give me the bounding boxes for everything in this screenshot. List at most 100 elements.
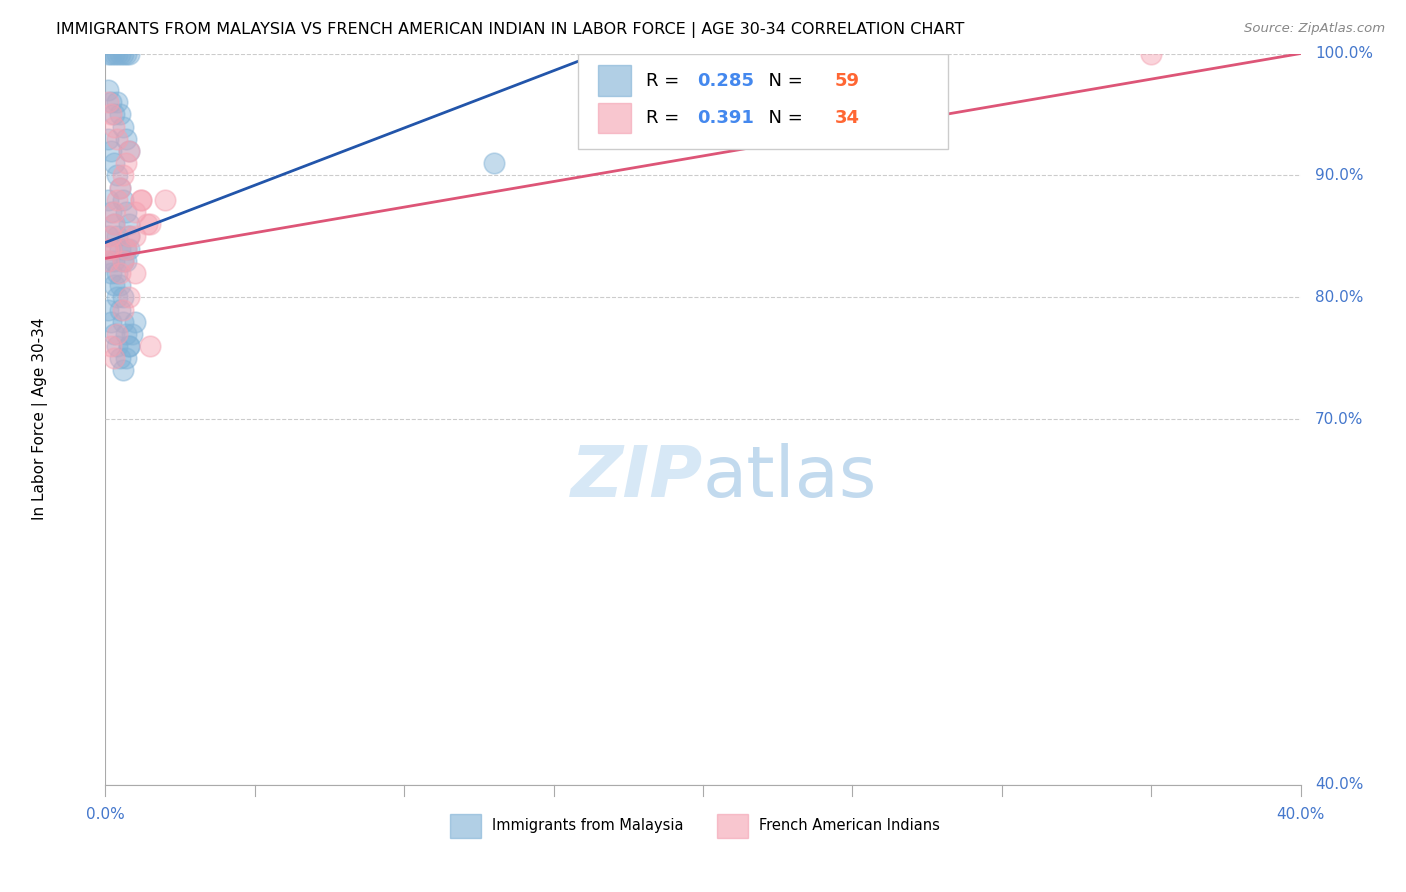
Text: R =: R =	[645, 71, 685, 89]
Point	[103, 326, 125, 341]
Point	[115, 253, 138, 268]
Point	[103, 253, 125, 268]
Point	[110, 180, 132, 194]
Point	[103, 120, 125, 134]
Point	[118, 144, 141, 158]
Point	[124, 205, 146, 219]
Point	[112, 120, 135, 134]
Point	[121, 326, 143, 341]
Point	[118, 229, 141, 244]
Point	[103, 278, 125, 293]
Text: 0.285: 0.285	[697, 71, 754, 89]
Point	[107, 229, 129, 244]
Point	[100, 242, 122, 256]
Point	[115, 351, 138, 366]
Point	[97, 95, 120, 110]
Point	[155, 193, 177, 207]
Text: 40.0%: 40.0%	[1315, 778, 1364, 792]
Point	[139, 339, 162, 353]
Point	[110, 266, 132, 280]
Point	[97, 242, 120, 256]
Point	[118, 229, 141, 244]
Text: 90.0%: 90.0%	[1315, 168, 1364, 183]
Point	[118, 290, 141, 304]
Point	[107, 95, 129, 110]
Text: N =: N =	[756, 109, 808, 127]
Point	[97, 253, 120, 268]
Point	[115, 205, 138, 219]
Point	[118, 46, 141, 61]
Point	[103, 156, 125, 170]
Text: 59: 59	[835, 71, 859, 89]
Text: ZIP: ZIP	[571, 443, 703, 512]
Point	[103, 351, 125, 366]
Point	[110, 351, 132, 366]
Point	[139, 217, 162, 231]
Point	[110, 302, 132, 317]
Point	[107, 326, 129, 341]
Point	[103, 107, 125, 121]
Point	[107, 266, 129, 280]
Point	[100, 242, 122, 256]
Point	[97, 132, 120, 146]
Text: R =: R =	[645, 109, 685, 127]
Point	[100, 266, 122, 280]
Point	[1140, 46, 1163, 61]
Point	[115, 156, 138, 170]
Point	[124, 315, 146, 329]
Text: N =: N =	[756, 71, 808, 89]
Point	[107, 290, 129, 304]
FancyBboxPatch shape	[578, 54, 948, 149]
Point	[103, 217, 125, 231]
Text: IMMIGRANTS FROM MALAYSIA VS FRENCH AMERICAN INDIAN IN LABOR FORCE | AGE 30-34 CO: IMMIGRANTS FROM MALAYSIA VS FRENCH AMERI…	[56, 22, 965, 38]
Point	[124, 266, 146, 280]
Point	[112, 193, 135, 207]
Point	[100, 95, 122, 110]
Point	[110, 46, 132, 61]
Point	[115, 242, 138, 256]
Point	[107, 193, 129, 207]
Point	[112, 46, 135, 61]
Point	[100, 144, 122, 158]
Point	[129, 193, 153, 207]
Text: Immigrants from Malaysia: Immigrants from Malaysia	[492, 819, 683, 833]
Point	[110, 180, 132, 194]
Point	[118, 217, 141, 231]
Point	[118, 242, 141, 256]
Point	[112, 169, 135, 183]
Point	[107, 339, 129, 353]
Point	[115, 326, 138, 341]
Point	[112, 363, 135, 377]
Point	[482, 156, 505, 170]
Point	[103, 217, 125, 231]
Text: 80.0%: 80.0%	[1315, 290, 1364, 305]
Point	[115, 132, 138, 146]
Point	[110, 107, 132, 121]
Point	[110, 242, 132, 256]
Point	[112, 253, 135, 268]
Point	[103, 46, 125, 61]
Text: 70.0%: 70.0%	[1315, 412, 1364, 426]
Point	[100, 46, 122, 61]
Point	[103, 205, 125, 219]
Text: 0.391: 0.391	[697, 109, 754, 127]
Point	[107, 132, 129, 146]
Point	[110, 278, 132, 293]
Point	[115, 242, 138, 256]
Text: In Labor Force | Age 30-34: In Labor Force | Age 30-34	[32, 318, 48, 521]
FancyBboxPatch shape	[598, 65, 631, 96]
Text: French American Indians: French American Indians	[759, 819, 941, 833]
Point	[115, 46, 138, 61]
Point	[136, 217, 159, 231]
Point	[100, 205, 122, 219]
Point	[97, 46, 120, 61]
Point	[97, 193, 120, 207]
Text: Source: ZipAtlas.com: Source: ZipAtlas.com	[1244, 22, 1385, 36]
Text: 34: 34	[835, 109, 859, 127]
Point	[100, 107, 122, 121]
Point	[100, 339, 122, 353]
Text: atlas: atlas	[703, 443, 877, 512]
Point	[97, 302, 120, 317]
Point	[100, 315, 122, 329]
Point	[129, 193, 153, 207]
